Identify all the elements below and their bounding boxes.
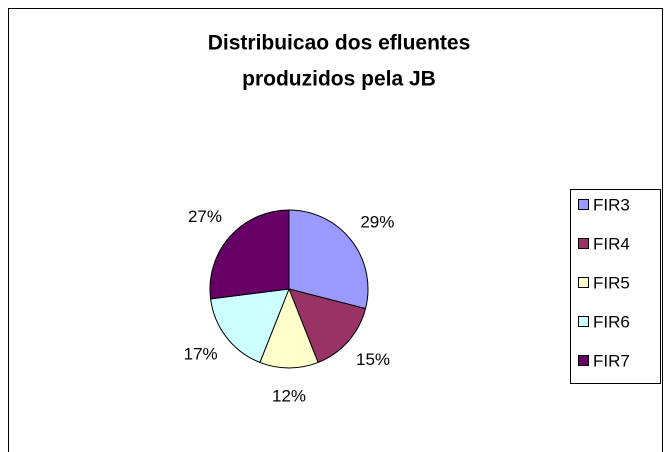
legend-label: FIR6 bbox=[593, 312, 630, 331]
pie-slice bbox=[259, 287, 319, 369]
legend-label: FIR5 bbox=[593, 273, 630, 292]
pie-slice bbox=[288, 209, 369, 310]
pie-slice bbox=[210, 288, 290, 364]
data-label: 17% bbox=[184, 345, 218, 364]
legend-label: FIR3 bbox=[593, 195, 630, 214]
data-label: 29% bbox=[360, 212, 394, 231]
pie-slice bbox=[288, 288, 367, 364]
legend-swatch bbox=[578, 199, 589, 210]
data-label: 27% bbox=[188, 207, 222, 226]
chart-title: produzidos pela JB bbox=[242, 68, 436, 91]
legend-label: FIR4 bbox=[593, 234, 630, 253]
legend-swatch bbox=[578, 355, 589, 366]
data-label: 15% bbox=[356, 350, 390, 369]
data-label: 12% bbox=[272, 386, 306, 405]
pie-slice bbox=[209, 209, 290, 300]
legend-swatch bbox=[578, 277, 589, 288]
legend-swatch bbox=[578, 316, 589, 327]
chart-title: Distribuicao dos efluentes bbox=[208, 32, 471, 55]
legend-label: FIR7 bbox=[593, 351, 630, 370]
legend-swatch bbox=[578, 238, 589, 249]
